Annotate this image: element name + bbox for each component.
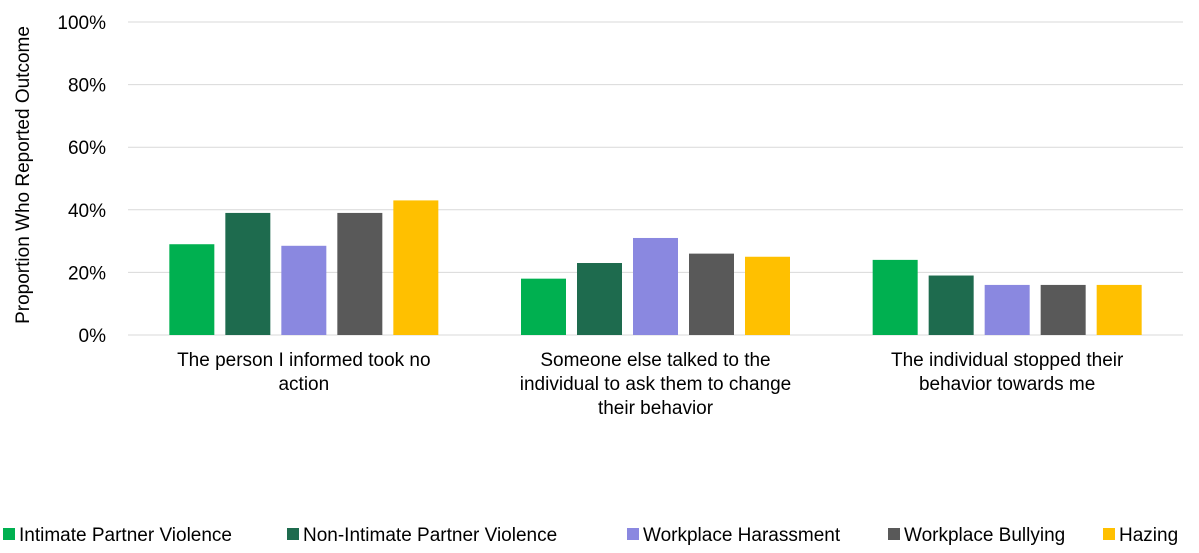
bar [872,259,918,335]
legend-item: Hazing [1103,525,1178,546]
category-label: The person I informed took no action [177,350,430,395]
bar [521,278,566,335]
legend-label: Workplace Bullying [904,525,1065,546]
y-tick-label: 100% [57,13,106,34]
legend-swatch [888,528,900,540]
y-tick-label: 60% [68,138,106,159]
legend-item: Workplace Bullying [888,525,1065,546]
legend-label: Hazing [1119,525,1178,546]
y-axis-title: Proportion Who Reported Outcome [13,26,34,324]
bar [689,253,734,335]
bar [577,263,622,335]
bar [1096,284,1142,335]
legend-item: Workplace Harassment [627,525,841,546]
bar [1040,284,1086,335]
legend: Intimate Partner Violence Non-Intimate Pa… [3,525,1178,546]
category-label: The individual stopped their behavior tow… [891,350,1124,395]
bar [928,275,974,335]
y-tick-label: 20% [68,263,106,284]
legend-label: Workplace Harassment [643,525,841,546]
legend-label: Intimate Partner Violence [19,525,232,546]
bar [393,200,439,335]
category-label: Someone else talked to the individual to … [520,350,791,419]
bar [633,237,678,335]
legend-item: Intimate Partner Violence [3,525,232,546]
legend-label: Non-Intimate Partner Violence [303,525,557,546]
y-tick-label: 0% [79,326,107,347]
bar [225,212,271,335]
bars [169,200,1142,335]
y-tick-label: 80% [68,76,106,97]
y-axis-tick-labels: 0% 20% 40% 60% 80% 100% [57,13,106,347]
bar [281,245,327,335]
bar [169,244,215,335]
x-axis-category-labels: The person I informed took no action Someo… [177,350,1124,419]
legend-swatch [287,528,299,540]
y-tick-label: 40% [68,201,106,222]
legend-swatch [1103,528,1115,540]
legend-swatch [3,528,15,540]
bar [337,212,383,335]
legend-swatch [627,528,639,540]
bar [984,284,1030,335]
bar [745,256,790,335]
legend-item: Non-Intimate Partner Violence [287,525,557,546]
